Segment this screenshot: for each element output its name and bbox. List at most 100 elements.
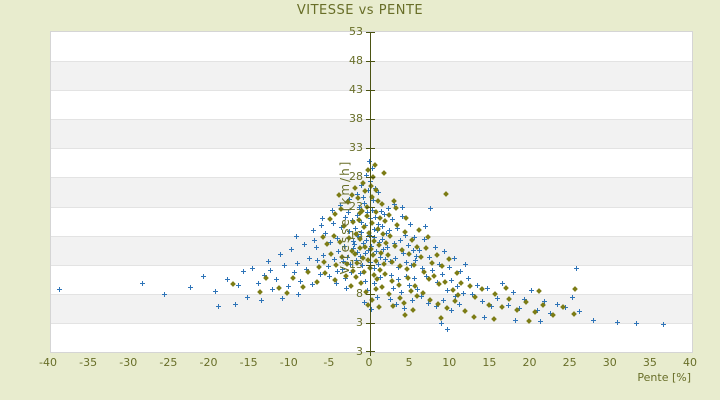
x-axis-tick-label: -5 (323, 356, 335, 369)
x-axis-tick-label: 20 (522, 356, 537, 369)
data-point-blue (294, 234, 300, 240)
data-point-blue (462, 262, 468, 268)
data-point-blue (410, 248, 416, 254)
data-point-blue (323, 231, 329, 237)
data-point-blue (375, 262, 381, 268)
y-axis-tick-label: 8 (356, 286, 363, 300)
data-point-blue (377, 255, 383, 261)
data-point-blue (372, 266, 378, 272)
data-point-blue (387, 296, 393, 302)
data-point-blue (267, 268, 273, 274)
data-point-blue (357, 270, 363, 276)
x-axis-tick-label: 0 (365, 356, 373, 369)
x-axis-tick-label: 10 (442, 356, 457, 369)
data-point-blue (285, 283, 291, 289)
data-point-blue (456, 302, 462, 308)
data-point-blue (354, 212, 360, 218)
data-point-blue (445, 327, 451, 333)
x-axis-tick-label: -20 (199, 356, 218, 369)
data-point-blue (397, 238, 403, 244)
data-point-blue (318, 222, 324, 228)
data-point-blue (393, 256, 399, 262)
data-point-blue (537, 319, 543, 325)
data-point-blue (374, 294, 380, 300)
data-point-blue (393, 301, 399, 307)
data-point-blue (458, 268, 464, 274)
data-point-blue (255, 280, 261, 286)
data-point-blue (400, 204, 406, 210)
data-point-blue (250, 266, 256, 272)
data-point-blue (280, 295, 286, 301)
data-point-blue (295, 261, 301, 267)
data-point-blue (235, 282, 241, 288)
data-point-blue (344, 286, 350, 292)
y-axis-tick-label: 43 (349, 83, 363, 97)
data-point-blue (362, 278, 368, 284)
data-point-blue (274, 277, 280, 283)
data-point-blue (361, 194, 367, 200)
data-point-blue (337, 203, 343, 209)
data-point-blue (512, 317, 518, 323)
data-point-blue (340, 267, 346, 273)
data-point-blue (348, 261, 354, 267)
data-point-blue (453, 294, 459, 300)
data-point-blue (475, 282, 481, 288)
data-point-blue (215, 303, 221, 309)
data-point-blue (495, 295, 501, 301)
data-point-blue (422, 223, 428, 229)
data-point-blue (499, 280, 505, 286)
y-axis-tick-label: 48 (349, 54, 363, 68)
data-point-blue (343, 214, 349, 220)
data-point-blue (325, 263, 331, 269)
data-point-blue (419, 265, 425, 271)
data-point-blue (451, 256, 457, 262)
data-point-blue (56, 286, 62, 292)
x-axis-tick-label: 15 (482, 356, 497, 369)
data-point-blue (341, 259, 347, 265)
data-point-blue (332, 256, 338, 262)
plot-area: 534843383328231813833 (50, 26, 693, 358)
data-point-blue (361, 300, 367, 306)
data-point-blue (449, 277, 455, 283)
data-point-blue (301, 242, 307, 248)
data-point-blue (225, 276, 231, 282)
data-point-blue (426, 300, 432, 306)
data-point-blue (392, 202, 398, 208)
data-point-blue (426, 255, 432, 261)
data-point-blue (414, 286, 420, 292)
data-point-blue (329, 208, 335, 214)
data-point-blue (352, 242, 358, 248)
x-axis-tick-label: 25 (562, 356, 577, 369)
zero-axis-line (370, 32, 371, 356)
data-point-blue (389, 216, 395, 222)
data-point-blue (441, 297, 447, 303)
grid-stripe (51, 322, 692, 353)
data-point-blue (310, 227, 316, 233)
data-point-blue (414, 253, 420, 259)
data-point-blue (430, 268, 436, 274)
data-point-blue (317, 272, 323, 278)
x-axis-tick-label: -30 (119, 356, 138, 369)
data-point-blue (213, 288, 219, 294)
data-point-blue (270, 287, 276, 293)
x-axis-tick-label: -40 (39, 356, 57, 369)
data-point-blue (336, 249, 342, 255)
data-point-blue (482, 315, 488, 321)
data-point-blue (259, 298, 265, 304)
data-point-blue (365, 210, 371, 216)
data-point-blue (446, 264, 452, 270)
data-point-blue (341, 244, 347, 250)
data-point-blue (381, 211, 387, 217)
data-point-blue (395, 276, 401, 282)
data-point-blue (162, 291, 168, 297)
data-point-blue (398, 290, 404, 296)
data-point-blue (359, 219, 365, 225)
x-axis-tick-label: 40 (683, 356, 697, 369)
data-point-blue (484, 286, 490, 292)
data-point-blue (371, 281, 377, 287)
data-point-blue (355, 250, 361, 255)
data-point-blue (187, 284, 193, 290)
data-point-blue (233, 301, 239, 307)
data-point-blue (379, 236, 385, 242)
data-point-blue (461, 291, 467, 297)
